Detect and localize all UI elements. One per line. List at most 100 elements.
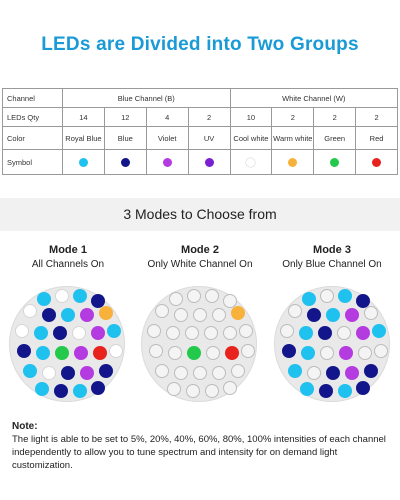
led-blue-icon — [91, 381, 105, 395]
qty-cell: 10 — [229, 107, 273, 127]
led-off-icon — [205, 289, 219, 303]
led-royal-blue-icon — [288, 364, 302, 378]
led-royal-blue-icon — [326, 308, 340, 322]
led-royal-blue-icon — [37, 292, 51, 306]
led-spec-table: Channel Blue Channel (B) White Channel (… — [2, 88, 398, 175]
led-off-icon — [155, 364, 169, 378]
led-violet-icon — [339, 346, 353, 360]
note-block: Note: The light is able to be set to 5%,… — [12, 420, 392, 472]
qty-cell: 2 — [355, 107, 398, 127]
qty-cell: 14 — [62, 107, 105, 127]
led-cool-white-icon — [23, 304, 37, 318]
led-royal-blue-icon — [338, 289, 352, 303]
led-blue-icon — [17, 344, 31, 358]
note-text: The light is able to be set to 5%, 20%, … — [12, 434, 386, 471]
note-title: Note: — [12, 421, 38, 432]
uv-symbol-icon — [204, 157, 214, 167]
led-violet-icon — [91, 326, 105, 340]
led-off-icon — [169, 292, 183, 306]
mode-2-light-diagram — [141, 286, 257, 402]
symbol-cell — [187, 149, 231, 175]
led-royal-blue-icon — [73, 289, 87, 303]
led-cool-white-icon — [15, 324, 29, 338]
color-name-cell: Blue — [103, 126, 147, 150]
led-blue-icon — [356, 381, 370, 395]
mode-title: Mode 1 — [49, 244, 87, 256]
led-royal-blue-icon — [301, 346, 315, 360]
led-royal-blue-icon — [34, 326, 48, 340]
green-symbol-icon — [330, 157, 340, 167]
symbol-cell — [355, 149, 398, 175]
led-blue-icon — [99, 364, 113, 378]
led-blue-icon — [307, 308, 321, 322]
led-off-icon — [223, 294, 237, 308]
symbol-cell — [145, 149, 189, 175]
led-off-icon — [204, 326, 218, 340]
symbol-cell — [271, 149, 315, 175]
led-off-icon — [187, 289, 201, 303]
led-green-icon — [187, 346, 201, 360]
led-cool-white-icon — [42, 366, 56, 380]
led-off-icon — [166, 326, 180, 340]
qty-cell: 2 — [271, 107, 315, 127]
mode-3-light-diagram — [274, 286, 390, 402]
led-blue-icon — [319, 384, 333, 398]
led-off-icon — [193, 366, 207, 380]
led-off-icon — [307, 366, 321, 380]
qty-cell: 2 — [313, 107, 357, 127]
led-blue-icon — [61, 366, 75, 380]
led-off-icon — [147, 324, 161, 338]
mode-3-label: Mode 3 Only Blue Channel On — [266, 244, 398, 270]
group-white-channel: White Channel (W) — [229, 88, 398, 108]
led-off-icon — [320, 346, 334, 360]
led-blue-icon — [53, 326, 67, 340]
qty-cell: 4 — [145, 107, 189, 127]
led-royal-blue-icon — [23, 364, 37, 378]
led-off-icon — [205, 384, 219, 398]
blue-symbol-icon — [120, 157, 130, 167]
led-off-icon — [174, 308, 188, 322]
group-blue-channel: Blue Channel (B) — [62, 88, 231, 108]
led-violet-icon — [74, 346, 88, 360]
mode-2-label: Mode 2 Only White Channel On — [134, 244, 266, 270]
led-off-icon — [193, 308, 207, 322]
led-off-icon — [168, 346, 182, 360]
led-blue-icon — [326, 366, 340, 380]
led-warm-white-icon — [231, 306, 245, 320]
led-royal-blue-icon — [35, 382, 49, 396]
led-off-icon — [288, 304, 302, 318]
led-off-icon — [212, 366, 226, 380]
led-blue-icon — [91, 294, 105, 308]
red-symbol-icon — [372, 157, 382, 167]
violet-symbol-icon — [162, 157, 172, 167]
led-red-icon — [93, 346, 107, 360]
led-off-icon — [241, 344, 255, 358]
led-off-icon — [320, 289, 334, 303]
qty-cell: 12 — [103, 107, 147, 127]
led-blue-icon — [282, 344, 296, 358]
row-label-qty: LEDs Qty — [2, 107, 63, 127]
color-name-cell: Warm white — [271, 126, 315, 150]
color-name-cell: Royal Blue — [62, 126, 105, 150]
color-name-cell: Red — [355, 126, 398, 150]
led-royal-blue-icon — [61, 308, 75, 322]
table-row-channel: Channel Blue Channel (B) White Channel (… — [2, 88, 398, 108]
warm-white-symbol-icon — [288, 157, 298, 167]
led-off-icon — [212, 308, 226, 322]
table-row-color: Color Royal Blue Blue Violet UV Cool whi… — [2, 126, 398, 150]
led-royal-blue-icon — [36, 346, 50, 360]
table-row-qty: LEDs Qty 14 12 4 2 10 2 2 2 — [2, 107, 398, 127]
led-off-icon — [239, 324, 253, 338]
mode-1-label: Mode 1 All Channels On — [2, 244, 134, 270]
row-label-symbol: Symbol — [2, 149, 63, 175]
led-off-icon — [358, 346, 372, 360]
led-royal-blue-icon — [300, 382, 314, 396]
led-royal-blue-icon — [299, 326, 313, 340]
color-name-cell: Green — [313, 126, 357, 150]
led-off-icon — [206, 346, 220, 360]
led-warm-white-icon — [99, 306, 113, 320]
table-row-symbol: Symbol — [2, 149, 398, 175]
mode-subtitle: Only White Channel On — [147, 259, 253, 270]
row-label-color: Color — [2, 126, 63, 150]
led-off-icon — [186, 384, 200, 398]
